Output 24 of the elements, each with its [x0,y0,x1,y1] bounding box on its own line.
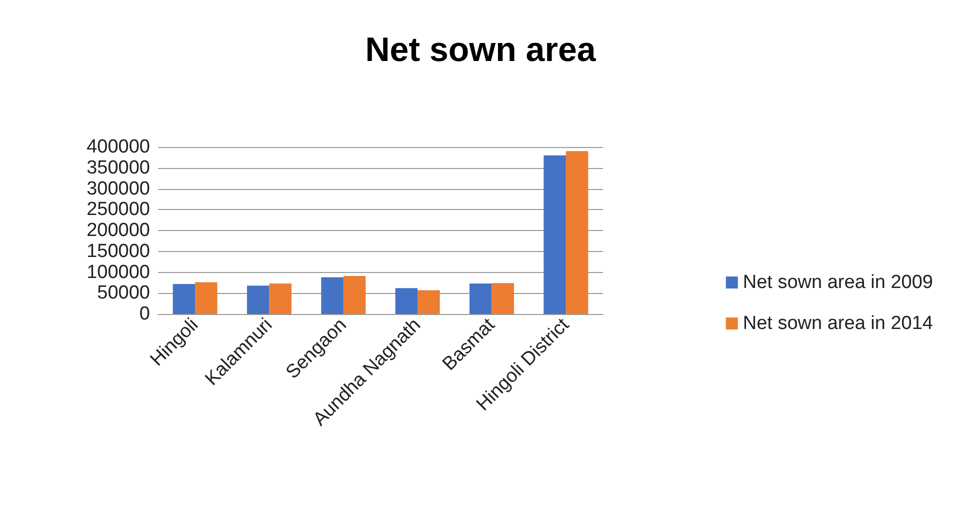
y-tick-label: 250000 [86,199,150,220]
bar [195,282,218,314]
y-tick-label: 100000 [86,262,150,283]
bar [492,283,514,314]
bar [321,277,344,314]
legend-label: Net sown area in 2014 [742,313,934,334]
bar [544,155,566,314]
y-tick-label: 200000 [86,220,150,241]
chart-title: Net sown area [365,31,597,69]
bar [418,290,440,314]
bar [343,276,366,314]
y-tick-label: 0 [139,304,150,324]
bar [566,151,588,314]
bar [247,286,270,314]
y-tick-label: 350000 [86,157,150,178]
bar [172,284,196,314]
y-tick-label: 300000 [86,178,150,200]
bar [395,288,418,314]
y-tick-label: 400000 [86,136,150,158]
legend-label: Net sown area in 2009 [742,272,934,293]
y-tick-label: 150000 [86,240,150,262]
bar [269,284,292,314]
bar [470,284,492,314]
y-tick-label: 50000 [97,282,150,304]
